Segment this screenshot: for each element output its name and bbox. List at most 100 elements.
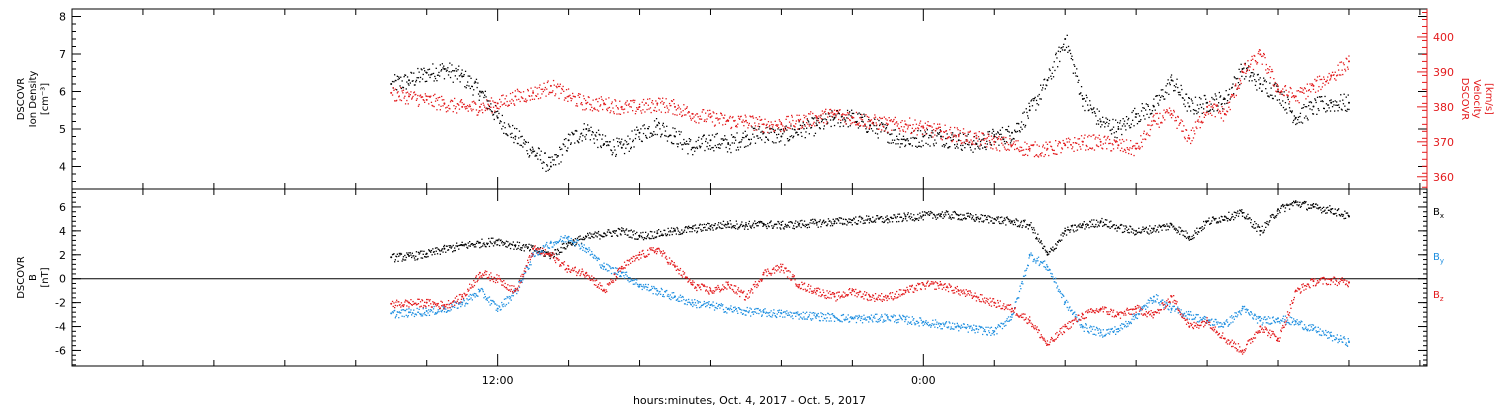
data-dot	[412, 255, 414, 257]
data-dot	[1105, 117, 1107, 119]
data-dot	[891, 133, 893, 135]
data-dot	[1117, 227, 1119, 229]
data-point	[798, 119, 801, 122]
data-dot	[419, 313, 422, 315]
data-dot	[1181, 120, 1184, 122]
data-dot	[581, 140, 583, 142]
data-dot	[703, 223, 705, 225]
data-dot	[482, 290, 484, 293]
data-dot	[750, 125, 752, 127]
data-dot	[952, 132, 954, 134]
data-dot	[491, 111, 493, 113]
data-dot	[1163, 224, 1165, 226]
data-dot	[969, 146, 971, 149]
data-dot	[799, 124, 802, 126]
data-dot	[1207, 113, 1210, 115]
data-dot	[413, 255, 415, 257]
data-dot	[1267, 95, 1270, 97]
data-dot	[1155, 231, 1157, 233]
data-dot	[572, 241, 574, 243]
data-dot	[774, 129, 776, 131]
data-dot	[400, 76, 402, 78]
data-dot	[518, 91, 521, 93]
data-dot	[641, 140, 643, 143]
data-dot	[595, 131, 598, 134]
data-dot	[421, 250, 423, 252]
data-dot	[675, 299, 677, 301]
data-dot	[544, 245, 546, 247]
data-dot	[1192, 109, 1195, 111]
data-dot	[1286, 94, 1289, 96]
data-dot	[823, 128, 825, 130]
data-dot	[1112, 126, 1115, 128]
data-dot	[525, 141, 527, 143]
data-dot	[687, 301, 689, 303]
data-dot	[448, 71, 450, 73]
data-dot	[849, 119, 851, 121]
data-dot	[442, 251, 444, 253]
data-dot	[1010, 146, 1012, 148]
data-dot	[840, 122, 842, 124]
data-dot	[562, 247, 564, 249]
data-dot	[697, 227, 699, 229]
data-dot	[550, 255, 552, 257]
data-dot	[635, 238, 637, 240]
data-dot	[1130, 153, 1132, 155]
data-dot	[1320, 100, 1322, 102]
data-dot	[472, 94, 474, 96]
data-dot	[472, 244, 474, 246]
data-dot	[928, 214, 931, 216]
data-dot	[1037, 156, 1040, 158]
data-dot	[907, 126, 909, 128]
data-dot	[688, 143, 690, 145]
data-dot	[454, 70, 456, 72]
data-dot	[939, 215, 941, 217]
data-dot	[974, 143, 976, 146]
data-dot	[423, 99, 425, 102]
data-dot	[845, 219, 847, 221]
data-dot	[477, 288, 480, 290]
data-dot	[832, 113, 834, 115]
data-dot	[680, 233, 682, 235]
data-dot	[593, 138, 595, 140]
data-dot	[904, 144, 907, 146]
data-dot	[467, 303, 469, 305]
data-dot	[404, 254, 406, 257]
data-dot	[1327, 104, 1330, 106]
data-dot	[441, 248, 443, 250]
data-dot	[1222, 219, 1224, 221]
data-dot	[644, 237, 646, 239]
data-dot	[825, 123, 828, 125]
data-dot	[439, 96, 441, 98]
data-dot	[1104, 126, 1106, 128]
data-dot	[484, 94, 486, 96]
y-right-tick-label: 360	[1433, 171, 1454, 184]
data-dot	[1348, 55, 1350, 57]
data-dot	[632, 279, 634, 282]
data-dot	[652, 134, 654, 136]
data-dot	[1020, 150, 1022, 152]
data-dot	[1068, 141, 1070, 143]
data-dot	[1194, 133, 1196, 135]
data-dot	[1020, 220, 1023, 222]
data-dot	[637, 238, 639, 240]
data-dot	[707, 148, 710, 150]
data-dot	[519, 248, 521, 251]
data-dot	[646, 108, 648, 111]
data-dot	[960, 140, 962, 142]
data-dot	[398, 311, 400, 313]
data-dot	[522, 244, 525, 246]
data-dot	[1172, 80, 1174, 82]
data-dot	[885, 219, 888, 221]
data-dot	[1295, 100, 1297, 102]
data-dot	[756, 222, 759, 224]
data-dot	[918, 217, 920, 219]
data-dot	[784, 127, 787, 129]
data-dot	[1237, 85, 1240, 87]
data-dot	[1145, 226, 1147, 228]
data-dot	[491, 243, 493, 245]
data-dot	[720, 144, 722, 146]
data-dot	[697, 139, 699, 141]
data-dot	[998, 221, 1000, 223]
data-dot	[598, 258, 600, 260]
